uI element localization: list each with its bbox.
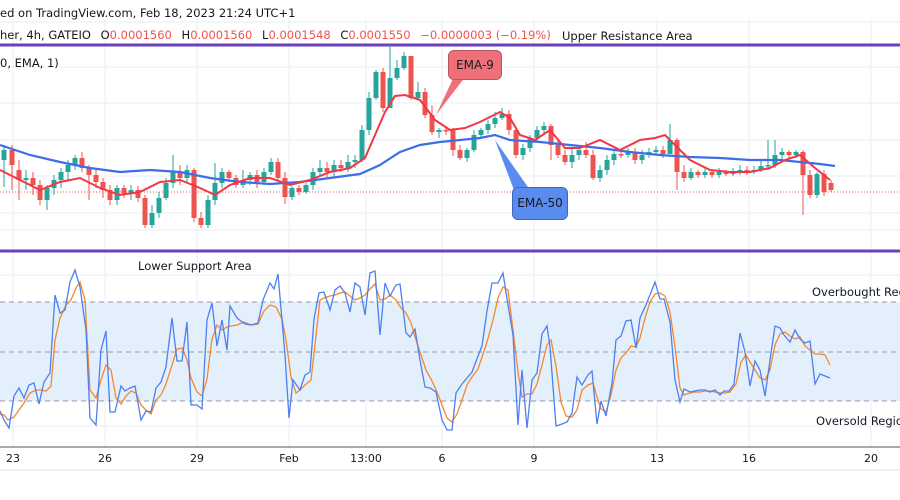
x-axis-tick: 13 [650, 452, 664, 465]
ema-9-line [0, 93, 831, 197]
close-value: 0.0001550 [348, 28, 411, 42]
open-label: O [100, 28, 110, 42]
ema-50-line [0, 133, 836, 186]
x-axis-tick: 26 [98, 452, 112, 465]
x-axis-tick: Feb [279, 452, 299, 465]
oversold-region-label: Oversold Region [816, 414, 900, 428]
x-axis-tick: 29 [190, 452, 204, 465]
stochastic-pane[interactable] [0, 268, 900, 431]
x-axis-tick: 23 [6, 452, 20, 465]
symbol-ohlc-legend: her, 4h, GATEIO O0.0001560 H0.0001560 L0… [0, 28, 551, 42]
x-axis-tick: 13:00 [350, 452, 382, 465]
x-axis-tick: 9 [530, 452, 538, 465]
low-label: L [262, 28, 269, 42]
high-label: H [181, 28, 191, 42]
symbol-info: her, 4h, GATEIO [0, 28, 91, 42]
upper-resistance-label: Upper Resistance Area [562, 29, 693, 43]
overbought-region-label: Overbought Regio [812, 285, 900, 299]
close-label: C [340, 28, 349, 42]
x-axis-tick: 16 [742, 452, 756, 465]
published-caption: ed on TradingView.com, Feb 18, 2023 21:2… [0, 6, 296, 20]
candlestick-series [1, 45, 834, 228]
high-value: 0.0001560 [190, 28, 253, 42]
ema-50-callout[interactable]: EMA-50 [512, 187, 568, 220]
ema-9-callout[interactable]: EMA-9 [448, 50, 502, 80]
stochastic-k-line [0, 268, 831, 431]
x-axis-tick: 20 [864, 452, 878, 465]
lower-support-label: Lower Support Area [138, 259, 252, 273]
indicator-legend[interactable]: 0, EMA, 1) [0, 56, 59, 70]
change-value: −0.0000003 (−0.19%) [420, 28, 551, 42]
stochastic-d-line [0, 280, 831, 423]
x-axis-tick: 6 [438, 452, 446, 465]
open-value: 0.0001560 [109, 28, 172, 42]
price-pane[interactable] [0, 43, 900, 253]
ema-50-callout-pointer [495, 140, 530, 190]
low-value: 0.0001548 [268, 28, 331, 42]
